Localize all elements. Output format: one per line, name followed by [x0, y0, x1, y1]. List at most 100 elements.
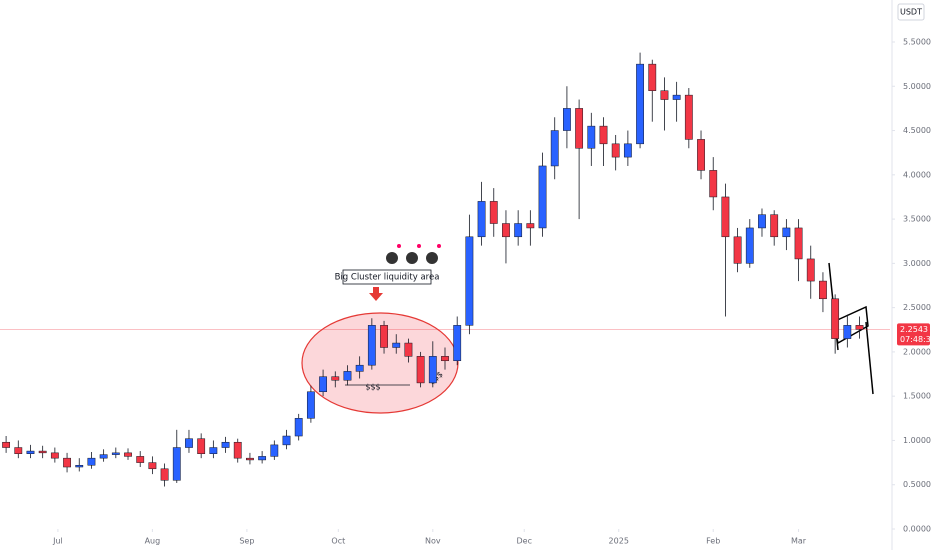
candle-body — [794, 227, 803, 260]
candle-body — [319, 376, 327, 393]
x-tick-label: Feb — [706, 537, 720, 546]
candle-body — [209, 447, 218, 454]
candle-body — [721, 196, 730, 238]
candle-body — [2, 441, 11, 448]
candle-body — [684, 94, 693, 140]
candle-body — [636, 63, 644, 145]
candle-body — [623, 143, 632, 158]
candle-body — [75, 464, 84, 468]
candle-body — [38, 450, 47, 454]
candle-body — [306, 391, 315, 419]
last-price: 2.2543 — [900, 325, 928, 334]
candle-body — [611, 143, 620, 158]
candle-body — [672, 94, 681, 100]
candle-body — [355, 364, 364, 372]
candle-body — [514, 223, 523, 238]
annotation-box — [342, 269, 432, 285]
candle-body — [343, 371, 352, 381]
y-tick-label: 5.5000 — [903, 38, 931, 47]
candle-body — [111, 452, 120, 455]
arrow-down — [369, 287, 383, 301]
candle-body — [526, 223, 535, 229]
candle-body — [465, 236, 474, 326]
y-tick-label: 1.5000 — [903, 392, 931, 401]
countdown: 07:48:31 — [900, 335, 932, 344]
y-tick-label: 0.0000 — [903, 525, 931, 534]
x-tick-label: Aug — [145, 537, 161, 546]
liquidity-zone: $$$ $$$ Big Cluster liquidity area — [301, 244, 459, 414]
candle-body — [709, 170, 718, 198]
candle-body — [160, 468, 169, 481]
candle-body — [87, 457, 96, 466]
candle-body — [697, 139, 705, 171]
axis: 0.0000 0.5000 1.0000 1.5000 2.0000 2.5000 3.00… — [52, 0, 931, 550]
price-tag — [897, 323, 930, 346]
candle-body — [331, 376, 340, 381]
candle-body — [148, 462, 157, 470]
candle-body — [745, 227, 754, 264]
candle-body — [136, 456, 145, 463]
candle-body — [489, 201, 498, 224]
currency-label: USDT — [900, 8, 922, 17]
x-tick-label: Mar — [791, 537, 807, 546]
candle-body — [233, 441, 242, 459]
candle-body — [453, 325, 462, 362]
annotation-text: Big Cluster liquidity area — [335, 273, 440, 283]
x-tick-label: Sep — [239, 537, 254, 546]
candle-body — [50, 452, 59, 459]
candle-body — [502, 223, 510, 238]
x-tick-label: 2025 — [609, 537, 629, 546]
candle-body — [197, 438, 206, 454]
candles — [2, 52, 864, 487]
candle-body — [819, 280, 827, 300]
candle-body — [806, 258, 815, 282]
candle-body — [733, 236, 742, 264]
candle-body — [660, 90, 669, 100]
candle-body — [648, 63, 657, 91]
candle-body — [550, 130, 559, 167]
candle-body — [575, 108, 584, 149]
candle-body — [172, 447, 181, 481]
cluster-ellipse — [301, 312, 459, 414]
x-tick-label: Oct — [331, 537, 345, 546]
candle-body — [294, 418, 303, 437]
candle-body — [270, 444, 279, 457]
y-tick-label: 4.5000 — [903, 126, 931, 135]
candle-body — [843, 325, 852, 339]
x-tick-label: Nov — [425, 537, 441, 546]
candle-body — [587, 125, 596, 149]
candle-body — [124, 452, 132, 457]
currency-box — [897, 3, 925, 21]
y-tick-label: 3.0000 — [903, 259, 931, 268]
y-tick-label: 0.5000 — [903, 480, 931, 489]
candle-body — [599, 125, 608, 145]
candle-body — [282, 435, 291, 446]
candle-body — [563, 108, 571, 131]
candle-body — [831, 298, 840, 339]
candle-body — [367, 325, 376, 366]
candle-body — [855, 325, 864, 330]
candle-body — [26, 450, 35, 454]
candle-body — [258, 456, 267, 461]
candle-body — [246, 457, 254, 461]
candle-body — [758, 214, 766, 229]
candle-body — [404, 342, 413, 357]
candle-body — [185, 438, 193, 448]
candle-body — [14, 447, 23, 454]
candle-body — [428, 356, 437, 384]
y-tick-label: 5.0000 — [903, 82, 931, 91]
candle-body — [477, 201, 486, 238]
y-tick-label: 4.0000 — [903, 170, 931, 179]
candle-body — [63, 457, 71, 468]
y-tick-label: 2.5000 — [903, 303, 931, 312]
liquidity-label: $$$ — [365, 383, 380, 392]
candle-body — [538, 165, 547, 229]
candle-body — [392, 342, 401, 348]
candle-body — [416, 356, 425, 384]
candle-body — [782, 227, 791, 238]
y-tick-label: 2.0000 — [903, 347, 931, 356]
bomb-icons — [386, 244, 441, 264]
x-tick-label: Dec — [517, 537, 532, 546]
candle-body — [221, 441, 230, 448]
